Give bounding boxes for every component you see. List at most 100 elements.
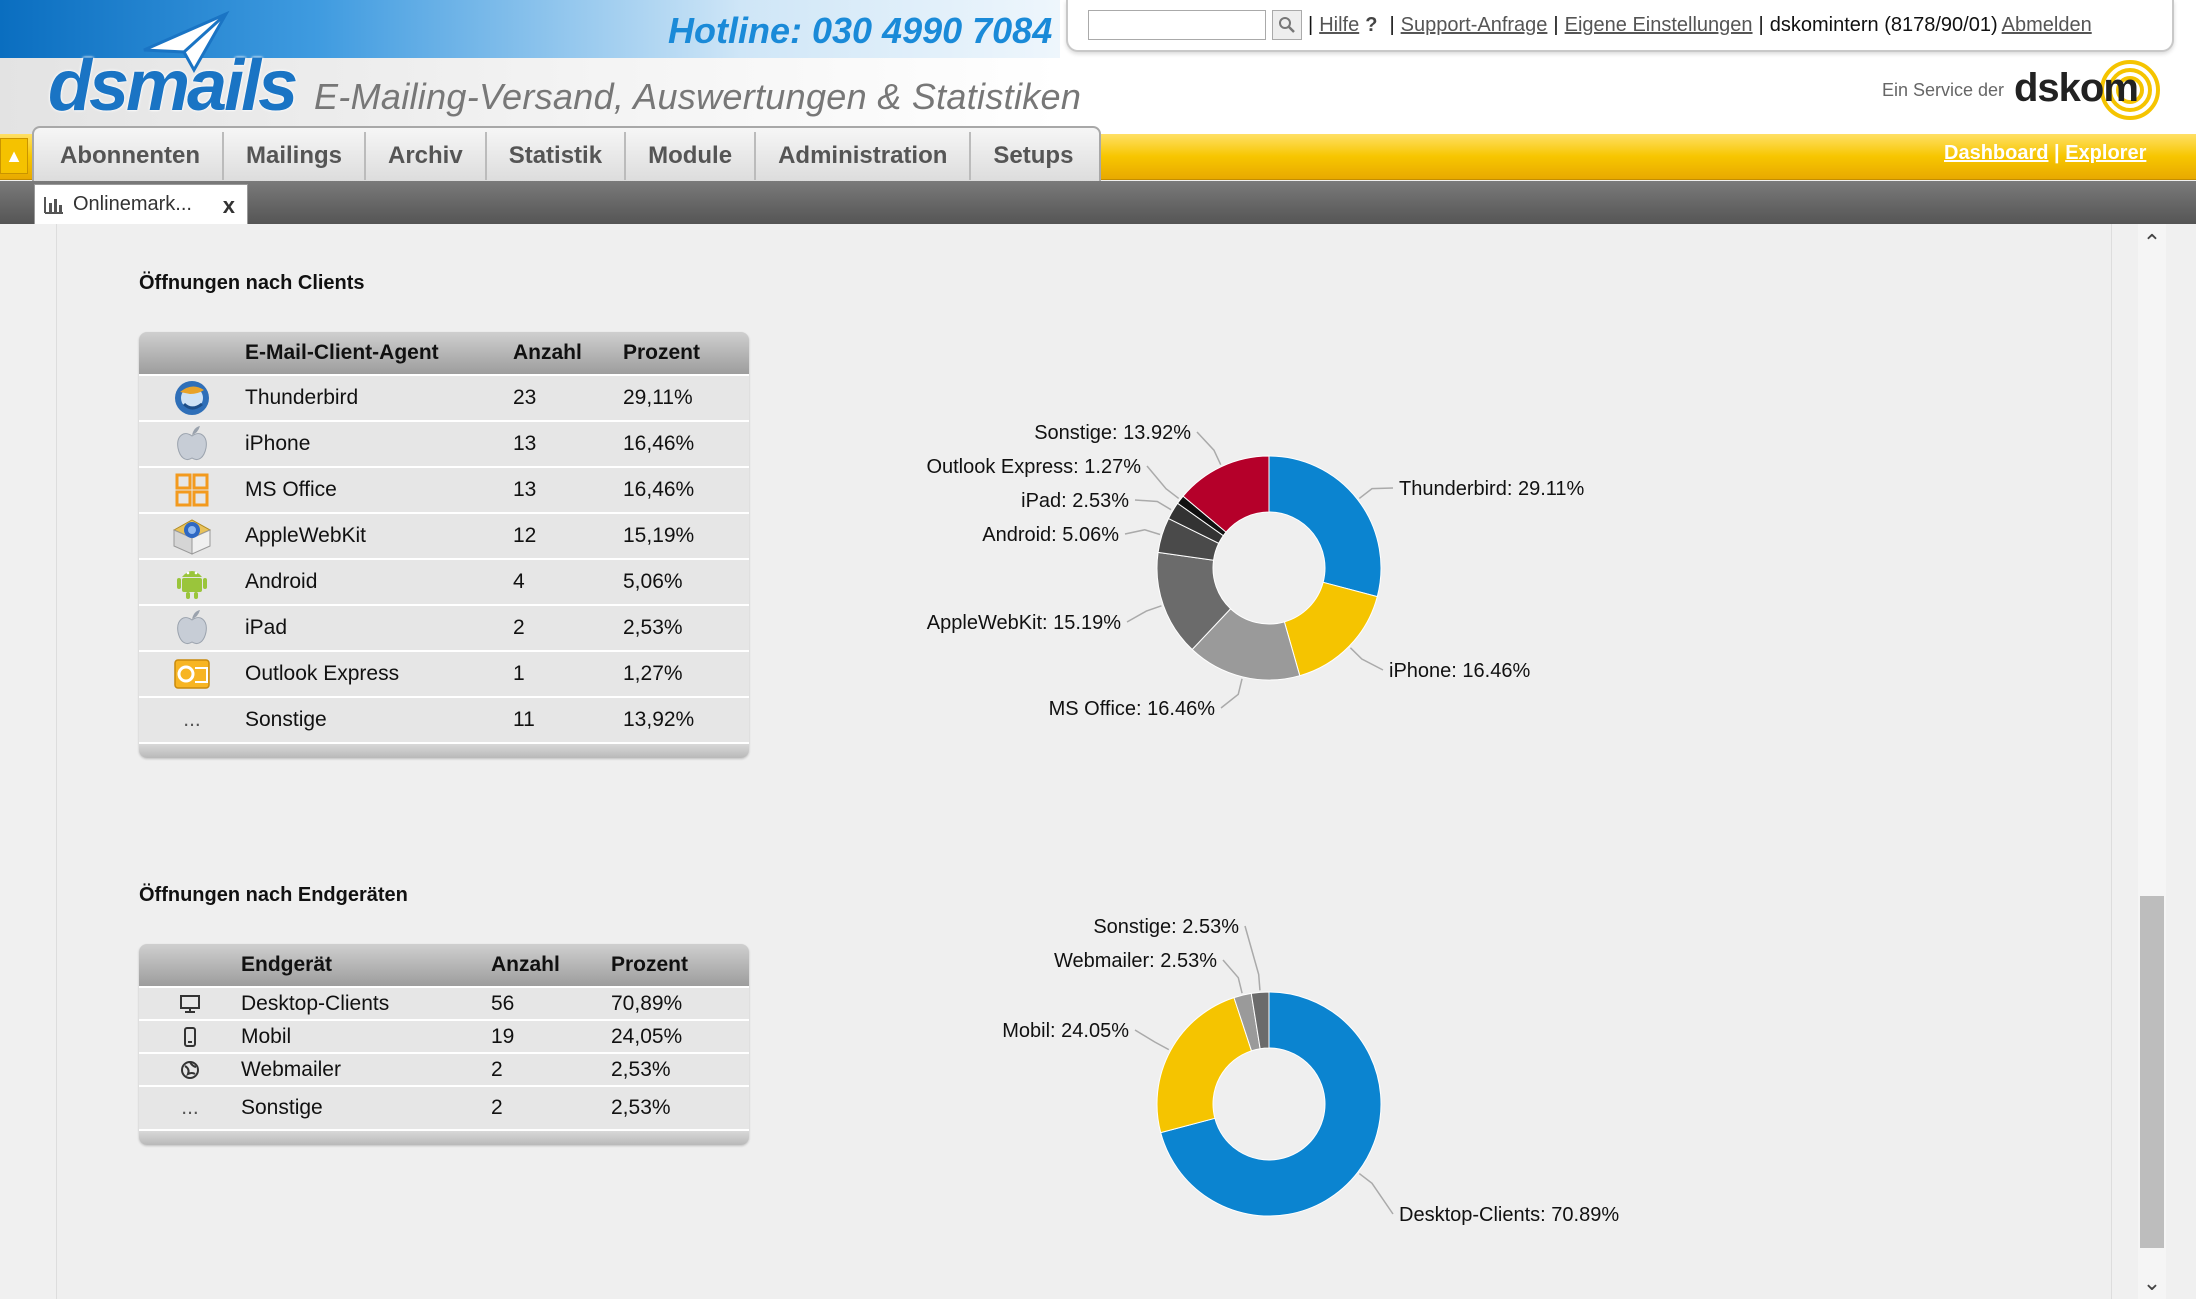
- table-row[interactable]: Mobil 19 24,05%: [139, 1019, 749, 1052]
- mobile-icon: [184, 1026, 196, 1047]
- nav-tab-statistik[interactable]: Statistik: [487, 132, 627, 180]
- thunderbird-icon: [175, 381, 209, 415]
- document-tab-onlinemarketing[interactable]: Onlinemark... x: [34, 184, 248, 224]
- search-button[interactable]: [1272, 10, 1302, 40]
- scroll-thumb[interactable]: [2140, 896, 2164, 1248]
- explorer-link[interactable]: Explorer: [2065, 142, 2147, 164]
- leader-line: [1222, 959, 1243, 994]
- nav-tab-setups[interactable]: Setups: [993, 142, 1074, 169]
- table-row[interactable]: Desktop-Clients 56 70,89%: [139, 986, 749, 1019]
- outlook-icon: [174, 659, 210, 689]
- table-row[interactable]: Outlook Express 1 1,27%: [139, 650, 749, 696]
- donut-slice-sonstige[interactable]: [1182, 455, 1270, 533]
- nav-tab-archiv[interactable]: Archiv: [366, 132, 487, 180]
- column-header-percent[interactable]: Prozent: [623, 341, 701, 364]
- client-count: 1: [513, 662, 525, 685]
- client-name: AppleWebKit: [245, 524, 367, 547]
- nav-tab-mailings[interactable]: Mailings: [224, 132, 366, 180]
- client-percent: 1,27%: [623, 662, 683, 685]
- table-row[interactable]: Webmailer 2 2,53%: [139, 1052, 749, 1085]
- slice-label: iPad: 2.53%: [1021, 490, 1129, 512]
- leader-line: [1134, 1029, 1170, 1051]
- column-header-device[interactable]: Endgerät: [241, 953, 333, 976]
- client-percent: 13,92%: [623, 708, 695, 731]
- client-name: Sonstige: [245, 708, 327, 731]
- device-count: 2: [491, 1057, 503, 1081]
- clients-section-title: Öffnungen nach Clients: [139, 272, 365, 294]
- help-link[interactable]: Hilfe: [1319, 13, 1360, 36]
- client-percent: 5,06%: [623, 570, 683, 593]
- scroll-down-icon[interactable]: ⌄: [2142, 1270, 2162, 1295]
- donut-slice-mobil[interactable]: [1156, 996, 1253, 1134]
- document-tab-label: Onlinemark...: [73, 193, 192, 215]
- column-header-percent[interactable]: Prozent: [611, 953, 689, 976]
- client-percent: 16,46%: [623, 432, 695, 455]
- nav-right-links: Dashboard | Explorer: [1944, 142, 2146, 165]
- question-icon[interactable]: ?: [1365, 13, 1378, 36]
- ellipsis-icon: ...: [181, 1096, 199, 1119]
- device-percent: 24,05%: [611, 1024, 683, 1048]
- leader-line: [1146, 465, 1180, 500]
- donut-slice-desktop-clients[interactable]: [1160, 991, 1382, 1217]
- separator: |: [1389, 13, 1395, 36]
- client-count: 12: [513, 524, 537, 547]
- nav-tab-administration[interactable]: Administration: [756, 132, 972, 180]
- client-count: 13: [513, 478, 537, 501]
- client-count: 23: [513, 386, 537, 409]
- slice-label: Sonstige: 13.92%: [1034, 422, 1191, 444]
- slice-label: Outlook Express: 1.27%: [926, 456, 1141, 478]
- slice-label: Sonstige: 2.53%: [1093, 916, 1239, 938]
- column-header-client[interactable]: E-Mail-Client-Agent: [245, 341, 439, 364]
- top-links-bar: | Hilfe ? | Support-Anfrage | Eigene Ein…: [1066, 0, 2174, 52]
- table-row[interactable]: ... Sonstige 2 2,53%: [139, 1085, 749, 1129]
- device-percent: 70,89%: [611, 991, 683, 1015]
- monitor-icon: [180, 994, 200, 1013]
- donut-slice-iphone[interactable]: [1283, 581, 1378, 677]
- separator: |: [1758, 13, 1764, 36]
- apple-icon: [177, 610, 207, 645]
- table-row[interactable]: AppleWebKit 12 15,19%: [139, 512, 749, 558]
- vertical-scrollbar[interactable]: ⌃ ⌄: [2138, 224, 2166, 1299]
- table-row[interactable]: MS Office 13 16,46%: [139, 466, 749, 512]
- content-panel: Öffnungen nach Clients E-Mail-Client-Age…: [56, 224, 2112, 1299]
- client-name: Android: [245, 570, 318, 593]
- globe-icon: [181, 1060, 199, 1079]
- slice-label: MS Office: 16.46%: [1049, 698, 1216, 720]
- app-header: dsmails Hotline: 030 4990 7084 E-Mailing…: [0, 0, 2196, 134]
- paper-plane-icon: [143, 10, 230, 74]
- nav-tab-module[interactable]: Module: [626, 132, 757, 180]
- donut-slice-thunderbird[interactable]: [1268, 455, 1382, 598]
- nav-tab-abonnenten[interactable]: Abonnenten: [38, 132, 224, 180]
- column-header-count[interactable]: Anzahl: [491, 953, 560, 976]
- slice-label: Webmailer: 2.53%: [1054, 950, 1217, 972]
- search-input[interactable]: [1088, 10, 1266, 40]
- device-name: Desktop-Clients: [241, 991, 390, 1015]
- slice-label: Desktop-Clients: 70.89%: [1399, 1204, 1619, 1226]
- donut-slice-sonstige[interactable]: [1250, 991, 1270, 1050]
- client-percent: 16,46%: [623, 478, 695, 501]
- logout-link[interactable]: Abmelden: [2001, 13, 2092, 36]
- document-tab-strip: [0, 181, 2196, 224]
- column-header-count[interactable]: Anzahl: [513, 341, 582, 364]
- own-settings-link[interactable]: Eigene Einstellungen: [1564, 13, 1753, 36]
- dsmails-logo[interactable]: dsmails: [48, 46, 298, 126]
- clients-table: E-Mail-Client-Agent Anzahl Prozent Thund…: [139, 332, 749, 758]
- ellipsis-icon: ...: [183, 708, 201, 731]
- support-request-link[interactable]: Support-Anfrage: [1400, 13, 1548, 36]
- leader-line: [1358, 487, 1394, 500]
- scroll-up-icon[interactable]: ⌃: [2142, 230, 2162, 255]
- devices-table-header: Endgerät Anzahl Prozent: [139, 944, 749, 986]
- table-row[interactable]: Android 4 5,06%: [139, 558, 749, 604]
- table-row[interactable]: iPhone 13 16,46%: [139, 420, 749, 466]
- table-row[interactable]: ... Sonstige 11 13,92%: [139, 696, 749, 742]
- close-tab-icon[interactable]: x: [222, 193, 235, 218]
- table-row[interactable]: Thunderbird 23 29,11%: [139, 374, 749, 420]
- device-count: 56: [491, 991, 515, 1015]
- device-name: Sonstige: [241, 1096, 323, 1119]
- dashboard-link[interactable]: Dashboard: [1944, 142, 2049, 164]
- table-row[interactable]: iPad 2 2,53%: [139, 604, 749, 650]
- device-percent: 2,53%: [611, 1057, 671, 1081]
- leader-line: [1358, 1172, 1394, 1215]
- collapse-toggle-icon[interactable]: ▲: [0, 138, 28, 174]
- leader-line: [1349, 647, 1384, 671]
